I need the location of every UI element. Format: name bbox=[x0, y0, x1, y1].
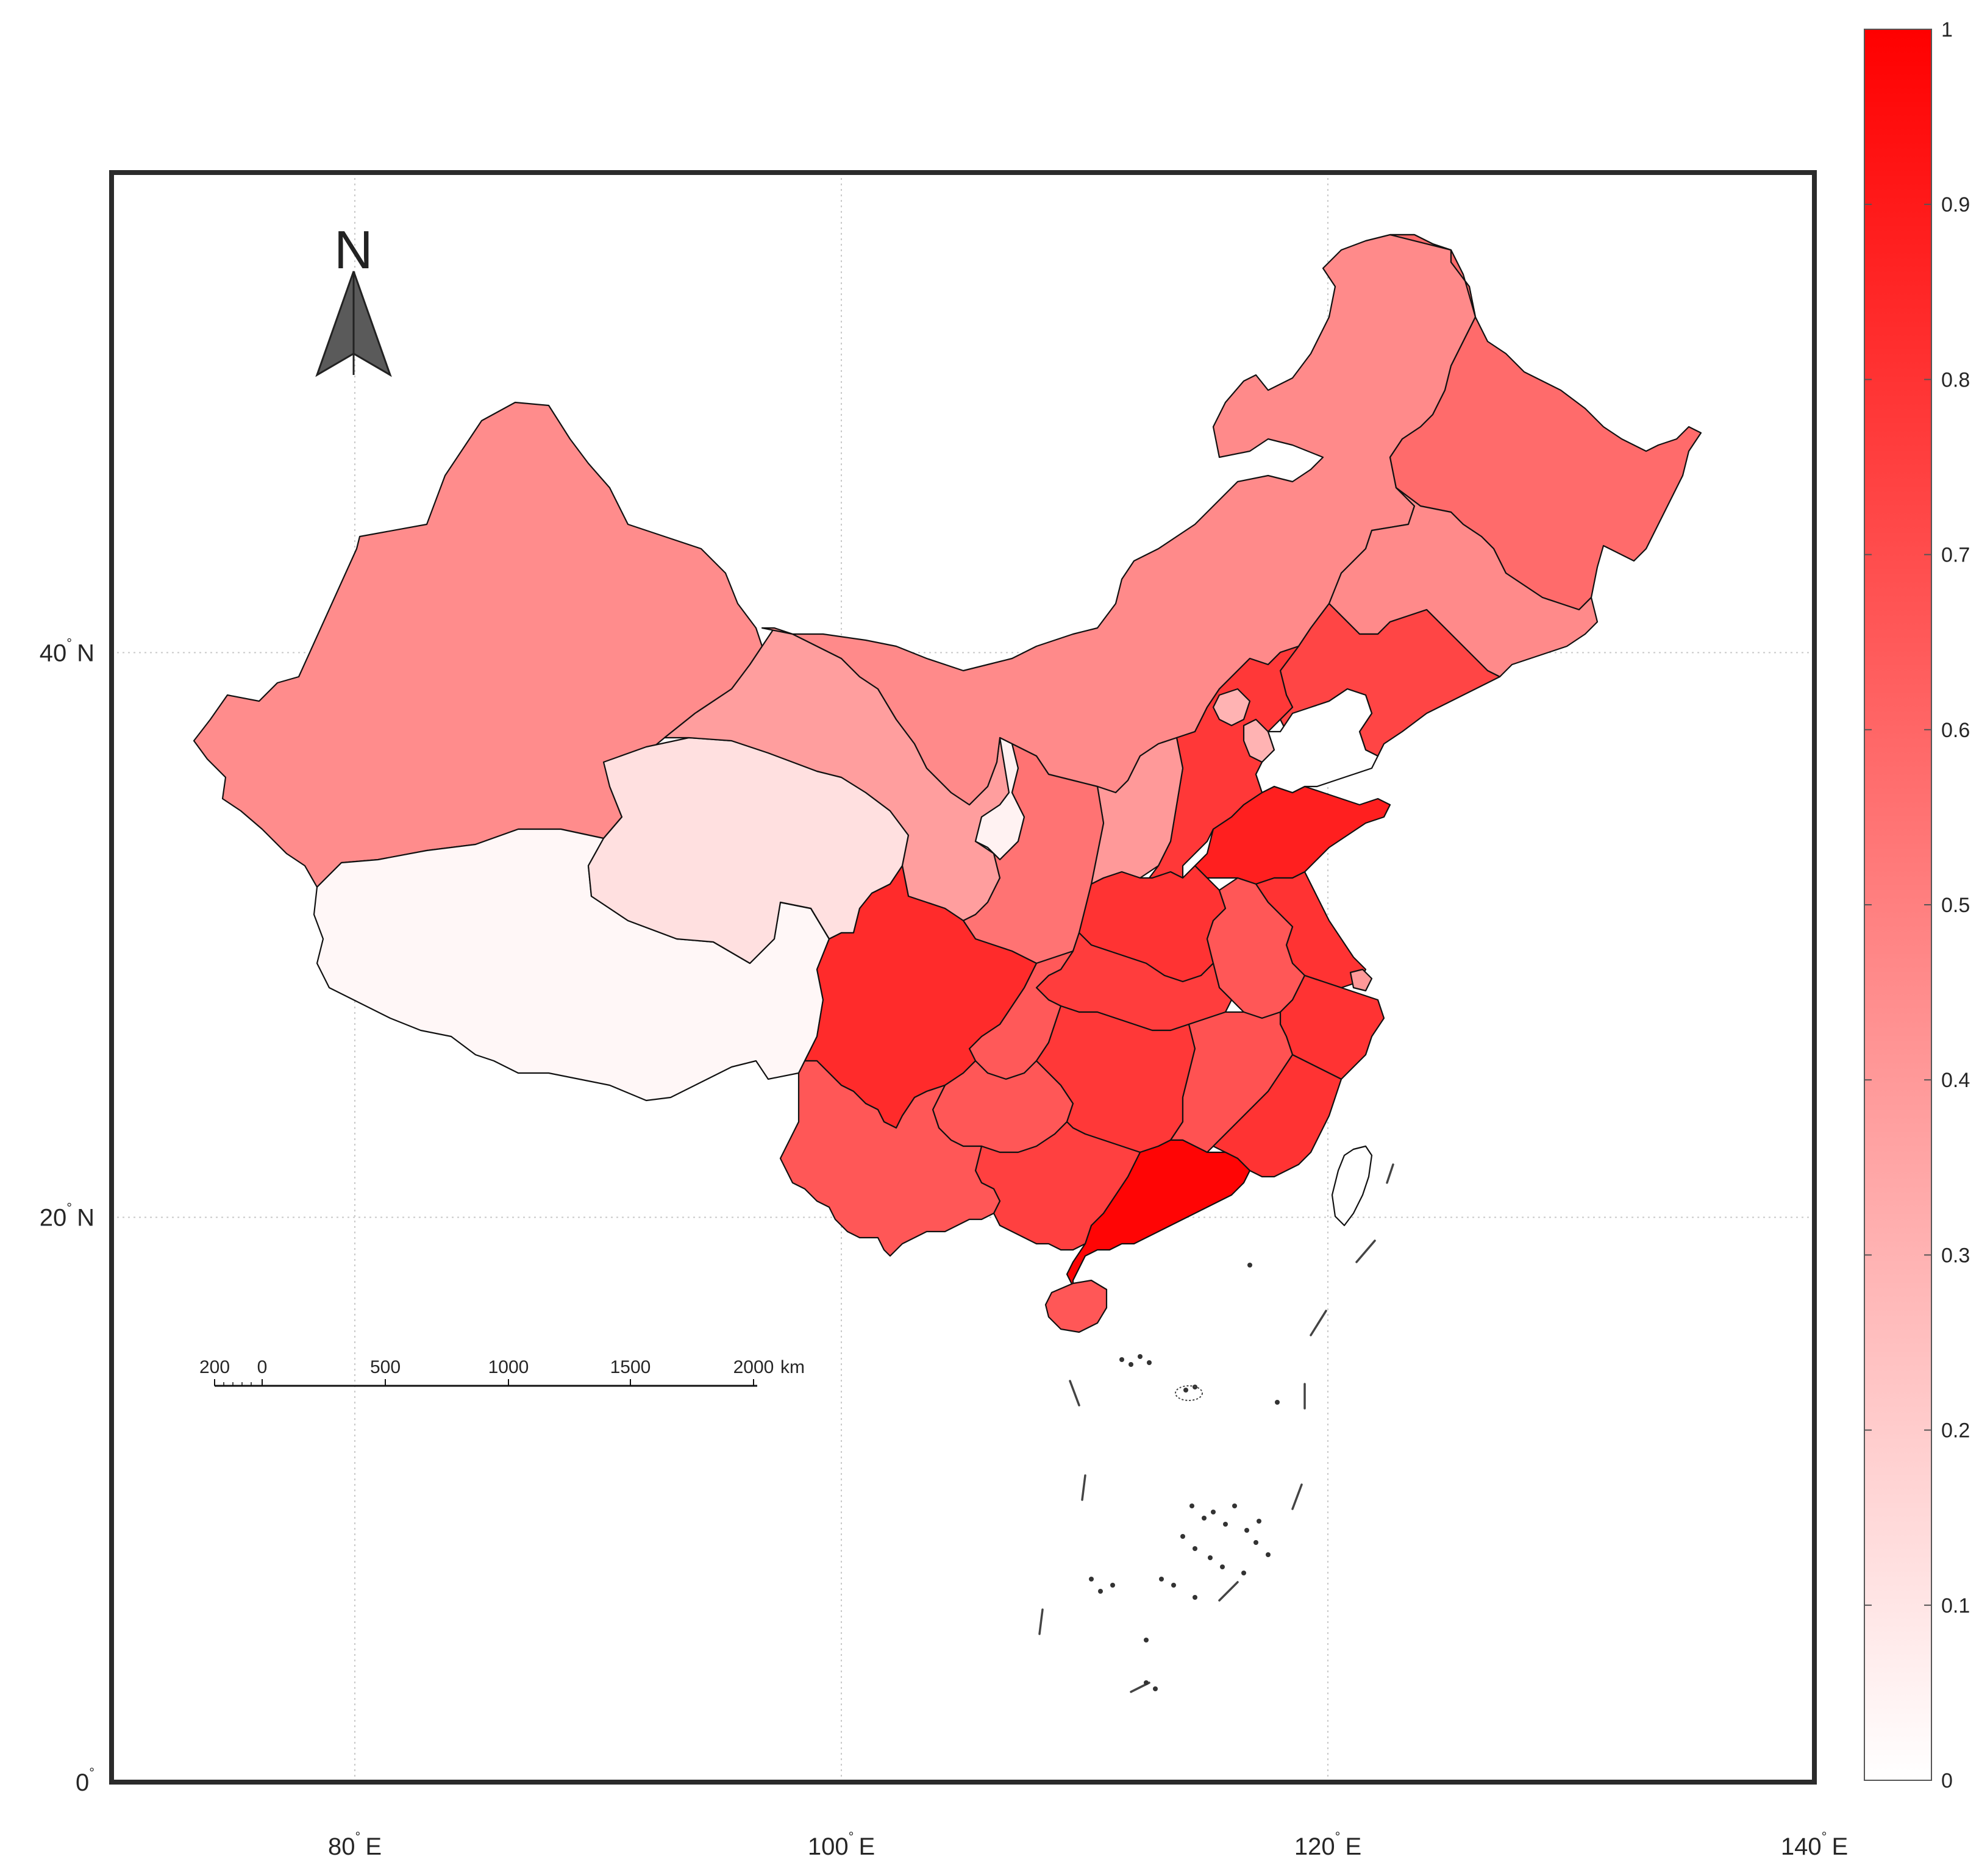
colorbar-tick-label: 0.4 bbox=[1941, 1069, 1970, 1092]
scale-bar-label: 500 bbox=[370, 1357, 401, 1377]
province-heilongjiang bbox=[1389, 234, 1702, 611]
island-dot bbox=[1110, 1583, 1115, 1588]
colorbar-tick-label: 0.5 bbox=[1941, 894, 1970, 917]
island-dot bbox=[1193, 1595, 1197, 1600]
island-dot bbox=[1202, 1516, 1207, 1521]
island-dot bbox=[1180, 1534, 1185, 1539]
longitude-tick-labels: 80° E 100° E 120° E 140° E bbox=[328, 1829, 1848, 1860]
island-dot bbox=[1171, 1583, 1176, 1588]
scale-bar-label: 1500 bbox=[610, 1357, 651, 1377]
province-beijing bbox=[1212, 688, 1251, 727]
province-yunnan bbox=[779, 1060, 1001, 1257]
island-dot bbox=[1211, 1510, 1216, 1514]
province-fujian bbox=[1212, 1054, 1343, 1178]
colorbar-tick-label: 0 bbox=[1941, 1769, 1953, 1792]
colorbar-tick-label: 0.3 bbox=[1941, 1244, 1970, 1267]
south-china-sea-nine-dash-line bbox=[1038, 1163, 1394, 1693]
colorbar-gradient bbox=[1864, 29, 1932, 1781]
island-dot bbox=[1138, 1354, 1143, 1359]
island-dot bbox=[1244, 1528, 1249, 1533]
colorbar-tick-label: 0.7 bbox=[1941, 544, 1970, 567]
colorbar-tick-label: 0.2 bbox=[1941, 1419, 1970, 1443]
lat-tick-label: 0° bbox=[76, 1765, 94, 1796]
island-dot bbox=[1089, 1577, 1094, 1582]
colorbar-tick-label: 1 bbox=[1941, 18, 1953, 41]
province-shanghai bbox=[1349, 968, 1373, 992]
map-frame bbox=[109, 170, 1817, 1785]
scale-bar: 200 0 500 1000 1500 2000 km bbox=[199, 1357, 805, 1387]
colorbar: 0 0.1 0.2 0.3 0.4 0.5 0.6 0.7 0.8 0.9 1 bbox=[1864, 18, 1970, 1792]
island-dot bbox=[1183, 1388, 1188, 1393]
lat-tick-label: 40° N bbox=[40, 635, 94, 666]
colorbar-tick-label: 0.6 bbox=[1941, 719, 1970, 742]
island-dot bbox=[1189, 1503, 1194, 1508]
island-dot bbox=[1119, 1357, 1124, 1362]
latitude-tick-labels: 40° N 20° N 0° bbox=[40, 635, 94, 1796]
lon-tick-label: 140° E bbox=[1781, 1829, 1848, 1860]
island-dot bbox=[1144, 1638, 1149, 1642]
scale-bar-unit: km bbox=[780, 1357, 805, 1377]
north-arrow-icon bbox=[352, 271, 392, 377]
island-outline bbox=[1175, 1385, 1203, 1401]
north-arrow: N bbox=[315, 219, 392, 377]
island-dot bbox=[1208, 1555, 1213, 1560]
island-dot bbox=[1129, 1362, 1133, 1367]
island-dot bbox=[1220, 1564, 1225, 1569]
island-dot bbox=[1266, 1552, 1271, 1557]
island-dot bbox=[1144, 1680, 1149, 1685]
island-dot bbox=[1098, 1589, 1103, 1594]
colorbar-tick-label: 0.8 bbox=[1941, 368, 1970, 391]
island-dot bbox=[1257, 1519, 1261, 1524]
lat-tick-label: 20° N bbox=[40, 1200, 94, 1232]
bohai-sea bbox=[1255, 688, 1379, 794]
island-dot bbox=[1147, 1360, 1152, 1365]
island-dot bbox=[1223, 1522, 1228, 1527]
province-taiwan bbox=[1331, 1145, 1373, 1227]
island-dot bbox=[1159, 1577, 1164, 1582]
scale-bar-label: 200 bbox=[199, 1357, 230, 1377]
island-dot bbox=[1193, 1546, 1197, 1551]
south-china-sea-islands bbox=[1089, 1263, 1280, 1691]
island-dot bbox=[1241, 1571, 1246, 1575]
colorbar-tick-label: 0.1 bbox=[1941, 1594, 1970, 1617]
island-dot bbox=[1232, 1503, 1237, 1508]
scale-bar-label: 2000 bbox=[733, 1357, 774, 1377]
lon-tick-label: 120° E bbox=[1294, 1829, 1361, 1860]
colorbar-tick-label: 0.9 bbox=[1941, 193, 1970, 216]
province-layer bbox=[193, 234, 1702, 1333]
scale-bar-label: 0 bbox=[257, 1357, 268, 1377]
island-dot bbox=[1275, 1400, 1280, 1405]
lon-tick-label: 80° E bbox=[328, 1829, 382, 1860]
island-dot bbox=[1253, 1540, 1258, 1545]
lon-tick-label: 100° E bbox=[808, 1829, 875, 1860]
north-arrow-label: N bbox=[334, 219, 373, 280]
island-dot bbox=[1153, 1686, 1158, 1691]
province-hainan bbox=[1044, 1279, 1108, 1333]
island-dot bbox=[1247, 1263, 1252, 1268]
scale-bar-label: 1000 bbox=[488, 1357, 529, 1377]
